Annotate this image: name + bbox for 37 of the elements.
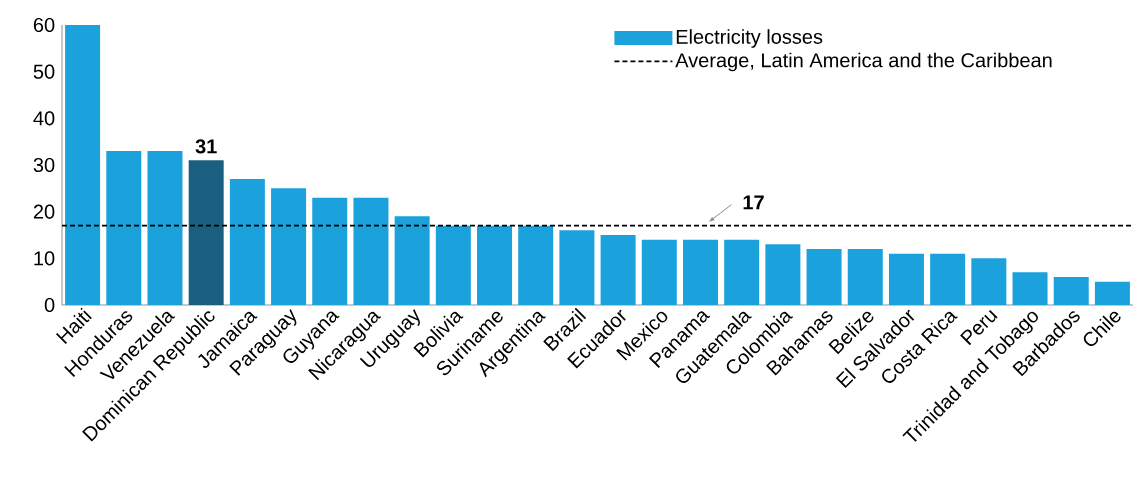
bar — [1012, 272, 1048, 305]
y-tick-label: 0 — [44, 297, 55, 313]
bar — [641, 239, 677, 305]
bar — [65, 25, 101, 305]
bar — [971, 258, 1007, 305]
bar — [930, 253, 966, 305]
bar — [806, 249, 842, 305]
bar — [518, 225, 554, 305]
bar — [271, 188, 307, 305]
legend-label: Electricity losses — [676, 29, 823, 48]
bar — [394, 216, 430, 305]
legend-label: Average, Latin America and the Caribbean — [675, 52, 1052, 72]
bar — [312, 197, 348, 305]
bar — [188, 160, 224, 305]
y-tick-label: 20 — [33, 204, 55, 219]
bar — [1094, 281, 1130, 305]
bar — [724, 239, 760, 305]
y-tick-label: 10 — [34, 251, 55, 266]
bar — [1053, 277, 1089, 305]
y-tick-label: 50 — [33, 64, 55, 79]
bar — [847, 249, 883, 305]
annotation: 17 — [743, 195, 764, 210]
y-tick-label: 40 — [33, 111, 55, 126]
bar — [353, 197, 389, 305]
bar — [106, 151, 142, 305]
data-label: 31 — [195, 139, 217, 154]
y-tick-label: 60 — [33, 17, 55, 33]
bar — [682, 239, 718, 305]
bar — [477, 225, 513, 305]
bar — [435, 225, 471, 305]
bar — [888, 253, 924, 305]
bar — [229, 179, 265, 305]
bar — [559, 230, 595, 305]
bar — [600, 235, 636, 305]
bar — [147, 151, 183, 305]
y-tick-label: 30 — [33, 157, 55, 173]
bar — [765, 244, 801, 305]
